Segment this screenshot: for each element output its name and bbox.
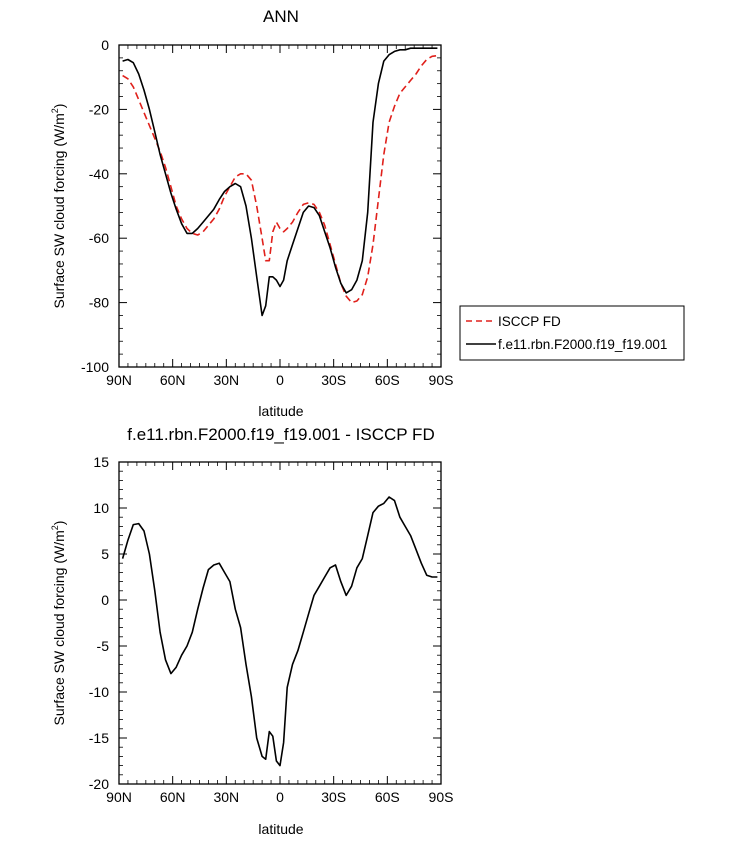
y-tick-label: -20 [89,776,109,792]
chart-top-y-axis-label: Surface SW cloud forcing (W/m2) [50,104,67,309]
chart-bottom-x-axis-label: latitude [258,821,303,837]
x-tick-label: 60S [375,789,400,805]
x-tick-label: 60N [160,789,186,805]
series-line-0 [121,496,438,767]
chart-bottom-y-axis-label: Surface SW cloud forcing (W/m2) [50,521,67,726]
y-axis-label-superscript: 2 [50,525,60,530]
x-tick-label: 60S [375,372,400,388]
y-tick-label: -15 [89,730,109,746]
y-tick-label: -20 [89,101,109,117]
y-tick-label: -5 [97,638,110,654]
series-line-0 [122,54,438,304]
x-tick-label: 90S [429,372,454,388]
y-axis-label-close: ) [51,104,67,109]
y-tick-label: 0 [101,592,109,608]
chart-bottom: f.e11.rbn.F2000.f19_f19.001 - ISCCP FD 9… [50,425,453,837]
x-tick-label: 90S [429,789,454,805]
y-tick-label: -10 [89,684,109,700]
chart-top-series [122,47,438,317]
x-tick-label: 90N [106,372,132,388]
y-tick-label: 10 [93,500,109,516]
y-tick-label: -40 [89,166,109,182]
y-tick-label: 5 [101,546,109,562]
y-axis-label-text: Surface SW cloud forcing (W/m [51,113,67,308]
y-tick-label: -80 [89,295,109,311]
x-tick-label: 30S [321,372,346,388]
x-tick-label: 90N [106,789,132,805]
x-tick-label: 0 [276,789,284,805]
y-axis-label-text: Surface SW cloud forcing (W/m [51,530,67,725]
chart-top-x-axis-label: latitude [258,403,303,419]
x-tick-label: 60N [160,372,186,388]
x-tick-label: 30N [213,372,239,388]
legend-label-model: f.e11.rbn.F2000.f19_f19.001 [498,337,667,352]
chart-bottom-plot-frame [118,461,442,785]
chart-top-ticks: 90N 60N 30N 0 30S 60S 90S 0 -20 -40 -60 -80 -100 [81,37,453,388]
y-tick-label: -60 [89,230,109,246]
x-tick-label: 30N [213,789,239,805]
x-tick-label: 0 [276,372,284,388]
chart-bottom-title: f.e11.rbn.F2000.f19_f19.001 - ISCCP FD [127,425,434,444]
chart-bottom-series [121,496,438,767]
chart-bottom-ticks: 90N 60N 30N 0 30S 60S 90S 15 10 5 0 -5 -10 -15 -20 [89,454,454,805]
y-axis-label-close: ) [51,521,67,526]
chart-top-legend: ISCCP FD f.e11.rbn.F2000.f19_f19.001 [459,305,685,361]
y-tick-label: 15 [93,454,109,470]
x-tick-label: 30S [321,789,346,805]
chart-top: ANN 90N 60N 30N 0 30S 60S 90S 0 -20 -40 -60 -80 -100… [50,7,685,419]
series-line-1 [122,47,438,317]
legend-box [459,305,685,361]
y-tick-label: 0 [101,37,109,53]
y-axis-label-superscript: 2 [50,108,60,113]
chart-top-plot-frame [118,44,442,368]
legend-label-isccp-fd: ISCCP FD [498,314,561,329]
y-tick-label: -100 [81,359,109,375]
chart-top-title: ANN [263,7,299,26]
